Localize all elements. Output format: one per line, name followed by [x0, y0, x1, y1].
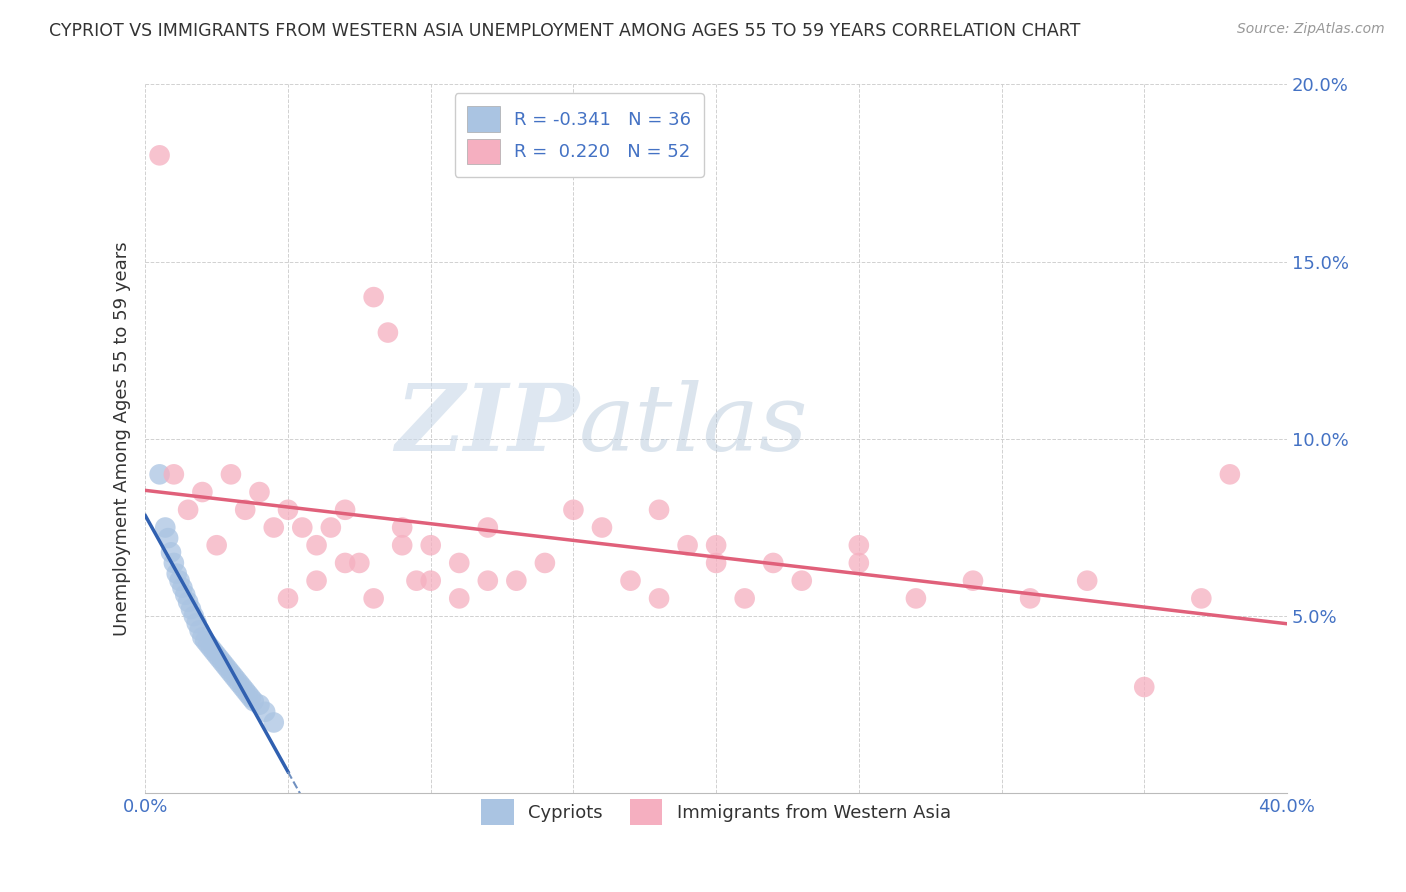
Point	[217, 662, 239, 676]
Point	[205, 538, 228, 552]
Point	[236, 687, 259, 701]
Point	[904, 591, 927, 606]
Point	[305, 538, 328, 552]
Text: ZIP: ZIP	[395, 380, 579, 470]
Point	[263, 715, 285, 730]
Point	[186, 616, 208, 631]
Point	[562, 503, 585, 517]
Point	[225, 673, 247, 687]
Point	[363, 591, 385, 606]
Point	[319, 520, 342, 534]
Point	[277, 503, 299, 517]
Point	[163, 467, 186, 482]
Point	[477, 574, 499, 588]
Point	[704, 556, 727, 570]
Point	[160, 545, 183, 559]
Point	[377, 326, 399, 340]
Point	[848, 538, 870, 552]
Point	[591, 520, 613, 534]
Point	[239, 690, 262, 705]
Point	[219, 467, 242, 482]
Point	[391, 538, 413, 552]
Point	[169, 574, 191, 588]
Point	[172, 581, 194, 595]
Point	[197, 638, 219, 652]
Point	[183, 609, 205, 624]
Point	[191, 631, 214, 645]
Point	[188, 624, 211, 638]
Point	[157, 531, 180, 545]
Point	[648, 503, 671, 517]
Point	[648, 591, 671, 606]
Point	[405, 574, 427, 588]
Point	[1019, 591, 1042, 606]
Point	[263, 520, 285, 534]
Point	[291, 520, 314, 534]
Point	[194, 634, 217, 648]
Point	[419, 538, 441, 552]
Point	[166, 566, 188, 581]
Point	[619, 574, 641, 588]
Point	[676, 538, 699, 552]
Point	[734, 591, 756, 606]
Text: CYPRIOT VS IMMIGRANTS FROM WESTERN ASIA UNEMPLOYMENT AMONG AGES 55 TO 59 YEARS C: CYPRIOT VS IMMIGRANTS FROM WESTERN ASIA …	[49, 22, 1081, 40]
Point	[177, 503, 200, 517]
Point	[449, 591, 471, 606]
Point	[211, 655, 233, 669]
Point	[214, 658, 236, 673]
Text: Source: ZipAtlas.com: Source: ZipAtlas.com	[1237, 22, 1385, 37]
Point	[191, 485, 214, 500]
Point	[155, 520, 177, 534]
Point	[219, 665, 242, 680]
Point	[1189, 591, 1212, 606]
Point	[391, 520, 413, 534]
Text: atlas: atlas	[579, 380, 808, 470]
Point	[233, 683, 256, 698]
Point	[174, 588, 197, 602]
Point	[180, 602, 202, 616]
Point	[208, 651, 231, 665]
Point	[848, 556, 870, 570]
Point	[202, 644, 225, 658]
Point	[177, 595, 200, 609]
Point	[704, 538, 727, 552]
Point	[228, 676, 250, 690]
Point	[333, 503, 356, 517]
Point	[477, 520, 499, 534]
Point	[222, 669, 245, 683]
Point	[231, 680, 253, 694]
Point	[254, 705, 277, 719]
Point	[419, 574, 441, 588]
Point	[242, 694, 264, 708]
Point	[233, 503, 256, 517]
Point	[505, 574, 527, 588]
Point	[534, 556, 557, 570]
Point	[249, 698, 271, 712]
Point	[363, 290, 385, 304]
Point	[1133, 680, 1156, 694]
Point	[962, 574, 984, 588]
Legend: Cypriots, Immigrants from Western Asia: Cypriots, Immigrants from Western Asia	[472, 790, 960, 834]
Point	[333, 556, 356, 570]
Point	[200, 640, 222, 655]
Point	[249, 485, 271, 500]
Y-axis label: Unemployment Among Ages 55 to 59 years: Unemployment Among Ages 55 to 59 years	[114, 242, 131, 636]
Point	[305, 574, 328, 588]
Point	[762, 556, 785, 570]
Point	[1219, 467, 1241, 482]
Point	[277, 591, 299, 606]
Point	[148, 467, 170, 482]
Point	[205, 648, 228, 662]
Point	[790, 574, 813, 588]
Point	[349, 556, 371, 570]
Point	[148, 148, 170, 162]
Point	[163, 556, 186, 570]
Point	[449, 556, 471, 570]
Point	[1076, 574, 1098, 588]
